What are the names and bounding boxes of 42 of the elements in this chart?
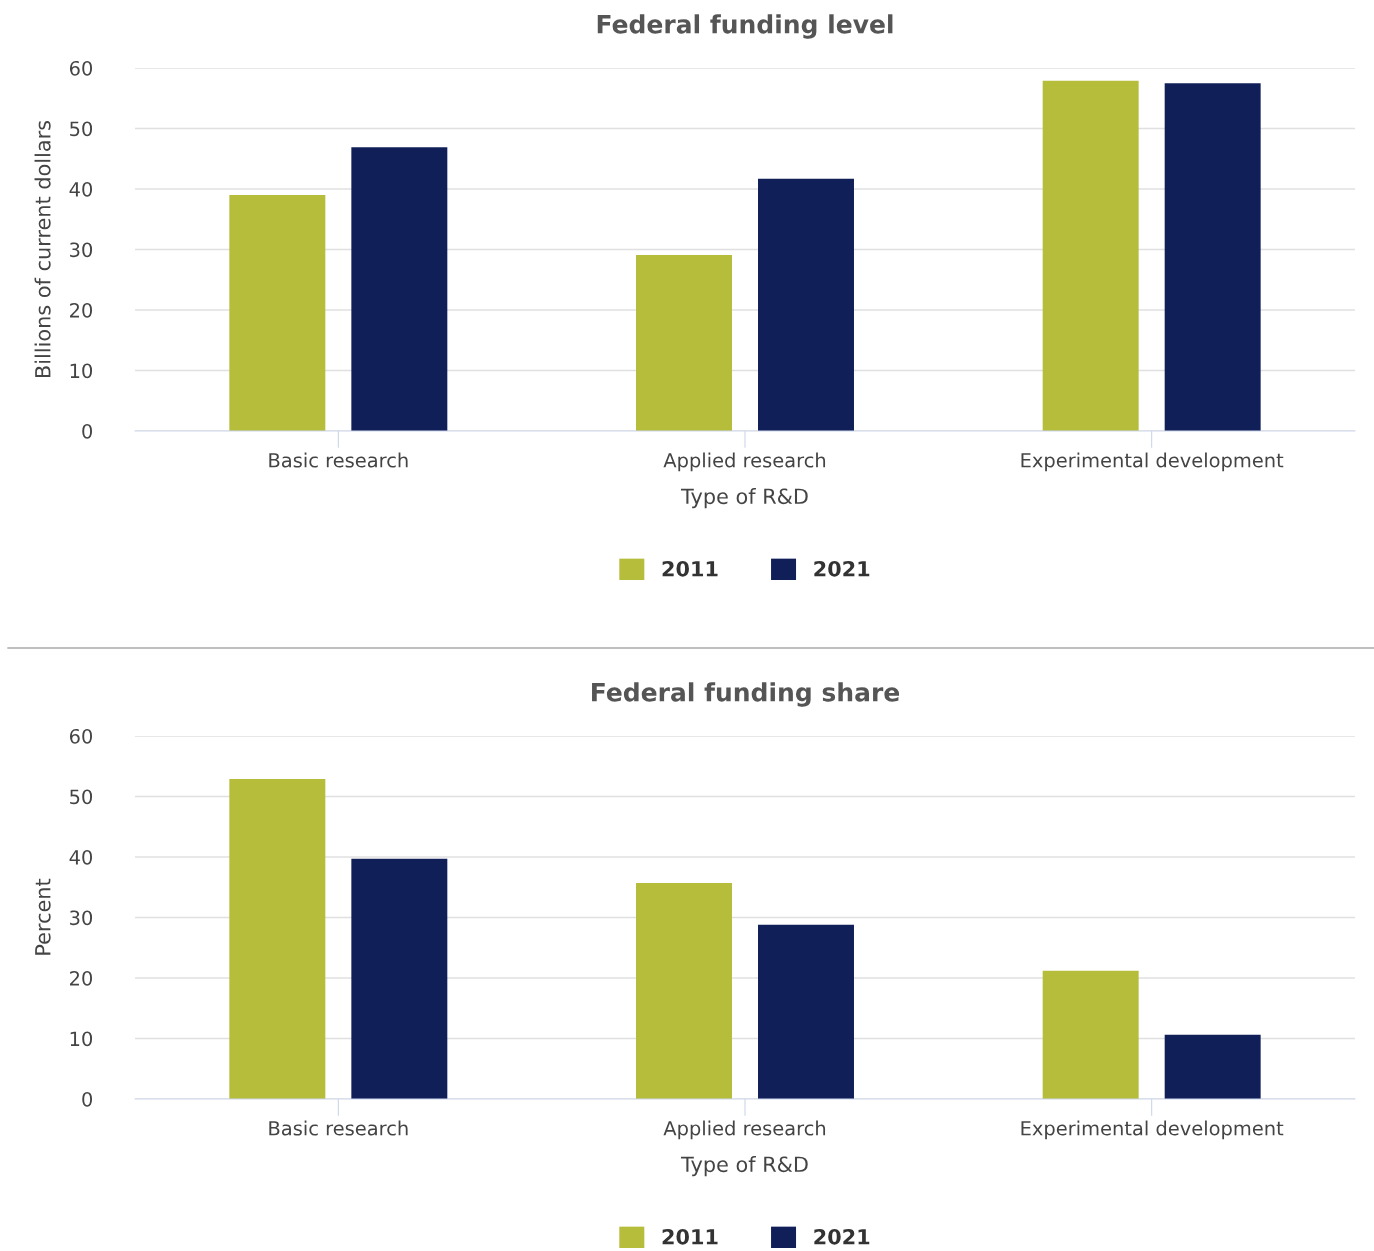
x-tick-label: Basic research	[269, 452, 408, 468]
y-tick-label: 40	[69, 181, 93, 197]
y-axis-title: Percent	[35, 878, 51, 955]
x-tick-label: Experimental development	[1021, 1120, 1284, 1140]
y-tick-label: 50	[70, 121, 93, 137]
y-tick-label: 40	[69, 849, 93, 865]
legend-label: 2011	[662, 1228, 718, 1245]
y-tick-label: 60	[69, 728, 93, 744]
y-tick-label: 20	[70, 970, 93, 986]
bar	[1164, 1034, 1261, 1099]
chart-title: Federal funding share	[592, 682, 900, 707]
x-tick-label: Applied research	[663, 452, 826, 472]
x-tick-label: Basic research	[269, 1120, 408, 1136]
x-axis-title: Type of R&D	[680, 488, 808, 509]
y-tick-label: 20	[70, 302, 93, 318]
bar	[758, 924, 854, 1099]
x-tick-label: Applied research	[663, 1120, 826, 1140]
legend-label: 2021	[814, 560, 870, 577]
bar	[1042, 970, 1139, 1099]
y-tick-label: 10	[70, 363, 93, 379]
bar	[351, 858, 448, 1099]
bar	[1164, 83, 1261, 431]
y-tick-label: 10	[70, 1031, 93, 1047]
y-tick-label: 60	[69, 60, 93, 76]
bar	[1042, 80, 1139, 431]
y-tick-label: 0	[82, 1091, 93, 1107]
chart-title: Federal funding level	[597, 14, 893, 39]
x-tick-label: Experimental development	[1021, 452, 1284, 472]
bar	[229, 195, 326, 431]
y-tick-label: 50	[70, 789, 93, 805]
y-tick-label: 30	[70, 242, 93, 258]
bar	[758, 178, 854, 431]
bar	[636, 883, 732, 1099]
y-tick-label: 0	[82, 423, 93, 439]
bar	[636, 254, 732, 431]
bar	[229, 778, 326, 1099]
y-axis-title: Billions of current dollars	[34, 120, 51, 377]
x-axis-title: Type of R&D	[680, 1156, 808, 1177]
bar	[351, 147, 448, 431]
legend-label: 2021	[814, 1228, 870, 1245]
legend-label: 2011	[662, 560, 718, 577]
y-tick-label: 30	[70, 910, 93, 926]
